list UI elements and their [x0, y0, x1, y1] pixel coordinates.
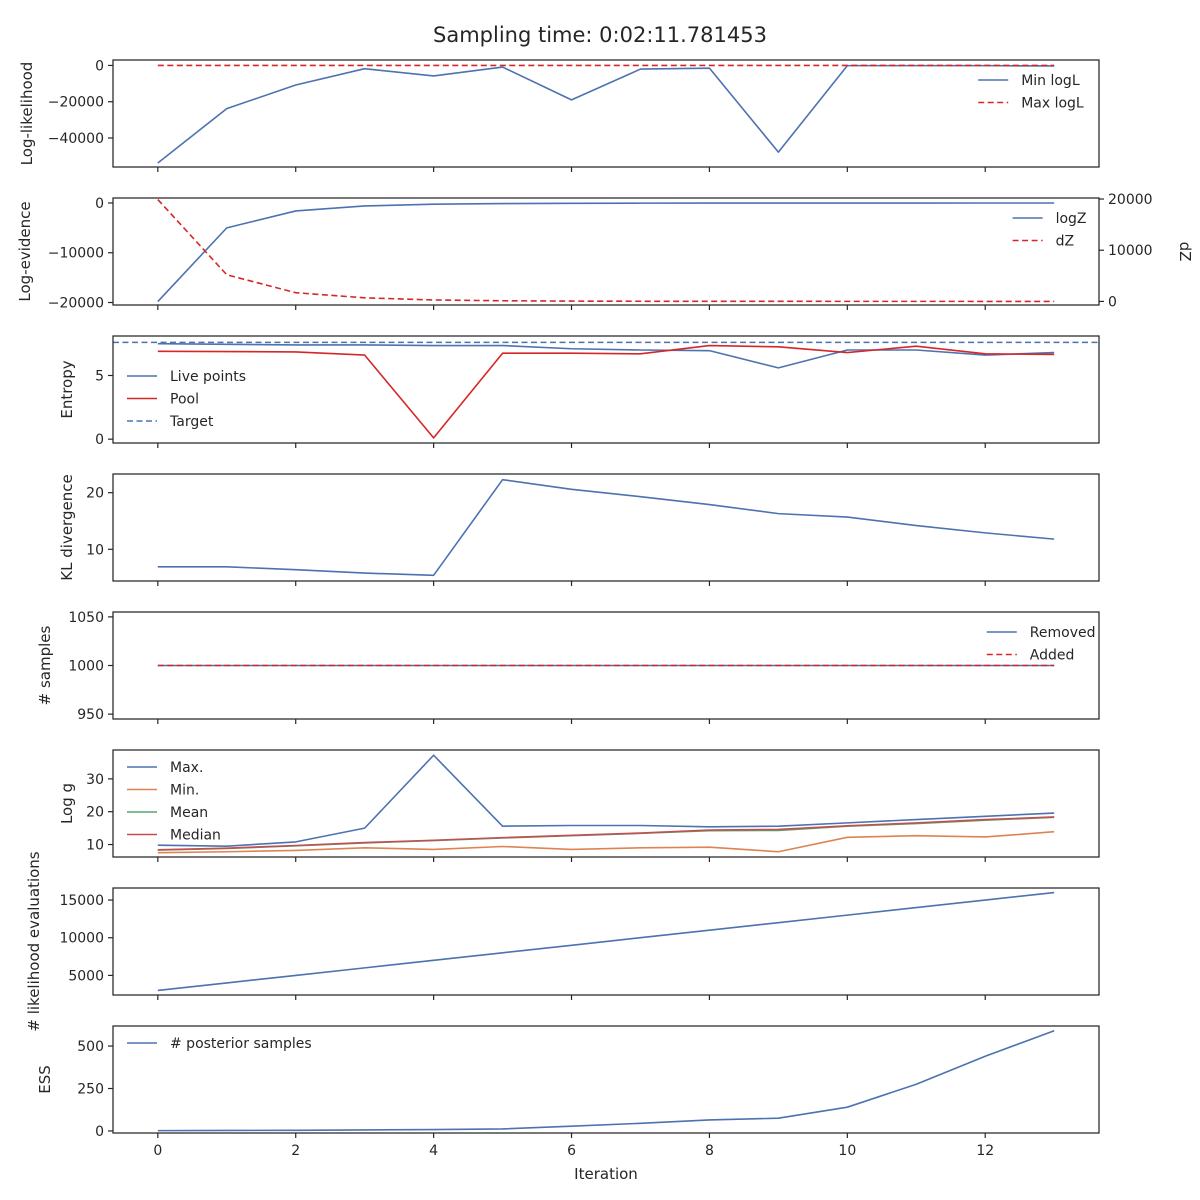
- y-tick-label: 20: [86, 805, 104, 821]
- series-line-pool: [157, 344, 1055, 439]
- panel-4: 10 20 KL divergence: [58, 473, 1100, 586]
- axes-frame: [112, 197, 1100, 306]
- series-line-logz: [157, 202, 1055, 303]
- y-tick-label: 5000: [68, 968, 104, 984]
- axes-frame: [112, 749, 1100, 858]
- axes-frame: [112, 887, 1100, 996]
- plot-area: [157, 754, 1055, 854]
- plot-area: [157, 1030, 1055, 1132]
- y-tick-label: 0: [95, 1124, 104, 1140]
- axes-frame: [112, 473, 1100, 582]
- plot-area: [157, 891, 1055, 992]
- legend-label: Mean: [170, 805, 208, 821]
- y-tick-label: 10: [86, 542, 104, 558]
- y-tick-label: 0: [95, 432, 104, 448]
- y2-tick-label: 0: [1108, 294, 1117, 310]
- axes-frame: [112, 335, 1100, 444]
- plot-area: [157, 478, 1055, 577]
- x-tick-label: 12: [976, 1143, 994, 1159]
- y-tick-label: 30: [86, 772, 104, 788]
- legend: Live points Pool Target: [127, 369, 246, 430]
- series-line-values: [157, 891, 1055, 992]
- series-line-posterior-samples: [157, 1030, 1055, 1132]
- y-tick-label: −10000: [48, 246, 104, 262]
- legend: # posterior samples: [127, 1036, 312, 1052]
- series-line-median: [157, 816, 1055, 851]
- y-axis-label: Log g: [58, 783, 76, 824]
- y-axis-label: KL divergence: [58, 474, 76, 580]
- x-tick-label: 2: [291, 1143, 300, 1159]
- panel-1: 0 −20000 −40000 Log-likelihood Min logL Max l…: [18, 58, 1100, 172]
- panels: 0 −20000 −40000 Log-likelihood Min logL Max l…: [16, 58, 1194, 1159]
- y-axis-label: Entropy: [58, 360, 76, 418]
- legend-label: Max.: [170, 760, 203, 776]
- y-axis-label: # samples: [36, 625, 54, 705]
- y-tick-label: 5: [95, 368, 104, 384]
- y-tick-label: 1000: [68, 659, 104, 675]
- plot-area: [113, 341, 1099, 439]
- y-axis-label: ESS: [36, 1065, 54, 1094]
- y-axis-label: # likelihood evaluations: [25, 851, 43, 1031]
- x-axis-label: Iteration: [574, 1165, 638, 1183]
- y-tick-label: 0: [95, 58, 104, 74]
- y-tick-label: 10000: [59, 931, 104, 947]
- plot-area: [157, 64, 1055, 164]
- y-tick-label: −40000: [48, 131, 104, 147]
- y-tick-label: −20000: [48, 95, 104, 111]
- series-line-live-points: [157, 342, 1055, 369]
- y-tick-label: 950: [77, 707, 104, 723]
- axes-frame: [112, 1025, 1100, 1134]
- legend-label: Target: [169, 414, 214, 430]
- legend-label: Median: [170, 828, 221, 844]
- legend-label: Pool: [170, 392, 199, 408]
- legend-label: Live points: [170, 369, 246, 385]
- legend-label: Max logL: [1021, 96, 1084, 112]
- series-line-dz: [157, 198, 1055, 303]
- y-tick-label: 10: [86, 838, 104, 854]
- panel-7: 5000 10000 15000 # likelihood evaluations: [25, 851, 1100, 1032]
- y-tick-label: 20: [86, 486, 104, 502]
- figure-title: Sampling time: 0:02:11.781453: [433, 23, 767, 47]
- legend-label: Min.: [170, 783, 199, 799]
- y2-axis-label: dZ: [1176, 242, 1194, 262]
- y2-tick-label: 20000: [1108, 192, 1153, 208]
- series-line-min: [157, 830, 1055, 854]
- y-axis-label: Log-likelihood: [18, 62, 36, 166]
- x-tick-label: 0: [153, 1143, 162, 1159]
- legend-label: Added: [1030, 648, 1075, 664]
- y-tick-label: 15000: [59, 893, 104, 909]
- y-tick-label: −20000: [48, 296, 104, 312]
- y-tick-label: 0: [95, 196, 104, 212]
- legend: Removed Added: [986, 625, 1096, 664]
- y-tick-label: 500: [77, 1039, 104, 1055]
- series-line-values: [157, 478, 1055, 577]
- panel-2: 0 −10000 −20000 0 10000 20000 dZ Log-evidence lo…: [16, 192, 1194, 311]
- x-tick-label: 6: [567, 1143, 576, 1159]
- y-axis-label: Log-evidence: [16, 201, 34, 301]
- legend-label: Removed: [1030, 625, 1096, 641]
- x-tick-label: 4: [429, 1143, 438, 1159]
- y2-tick-label: 10000: [1108, 243, 1153, 259]
- legend-label: logZ: [1056, 211, 1087, 227]
- legend: Max. Min. Mean Median: [127, 760, 221, 844]
- legend-label: dZ: [1056, 234, 1074, 250]
- panel-5: 950 1000 1050 # samples Removed Added: [36, 610, 1100, 724]
- series-line-max: [157, 754, 1055, 847]
- legend-label: Min logL: [1021, 73, 1080, 89]
- legend-label: # posterior samples: [170, 1036, 312, 1052]
- panel-8: 0 250 500 0 2 4 6 8 10 12 ESS # posterior samples: [36, 1025, 1100, 1159]
- x-tick-label: 8: [705, 1143, 714, 1159]
- axes-frame: [112, 59, 1100, 168]
- panel-6: 10 20 30 Log g Max. Min. Mean Median: [58, 749, 1100, 862]
- panel-3: 0 5 Entropy Live points Pool Target: [58, 335, 1100, 448]
- plot-area: [157, 198, 1055, 303]
- y-tick-label: 1050: [68, 610, 104, 626]
- legend: Min logL Max logL: [978, 73, 1084, 112]
- legend: logZ dZ: [1012, 211, 1087, 250]
- x-tick-label: 10: [838, 1143, 856, 1159]
- y-tick-label: 250: [77, 1082, 104, 1098]
